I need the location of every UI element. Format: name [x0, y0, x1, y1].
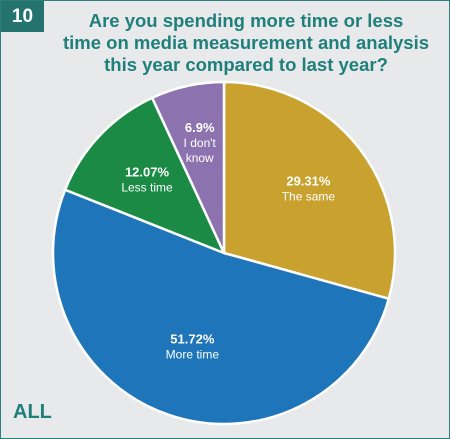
slice-name-less: Less time	[121, 181, 173, 195]
pie-slice-dont_know	[150, 80, 226, 254]
slice-name-more: More time	[166, 347, 220, 361]
pie-slice-more	[51, 188, 391, 426]
audience-label: ALL	[13, 401, 52, 423]
slice-name-dont_know: I don't	[184, 136, 217, 150]
title-line-1: Are you spending more time or less	[88, 10, 404, 31]
title-line-3: this year compared to last year?	[104, 54, 388, 75]
slice-percent-same: 29.31%	[286, 173, 331, 188]
question-number-badge: 10	[1, 1, 44, 32]
slice-percent-dont_know: 6.9%	[185, 120, 215, 135]
slice-name-dont_know: know	[186, 151, 214, 165]
title-line-2: time on media measurement and analysis	[62, 32, 430, 53]
pie-slice-less	[63, 96, 227, 256]
chart-title: Are you spending more time or less time …	[61, 10, 431, 76]
slice-percent-more: 51.72%	[170, 331, 215, 346]
pie-slice-same	[222, 80, 397, 301]
slice-percent-less: 12.07%	[125, 165, 170, 180]
slice-name-same: The same	[282, 189, 336, 203]
